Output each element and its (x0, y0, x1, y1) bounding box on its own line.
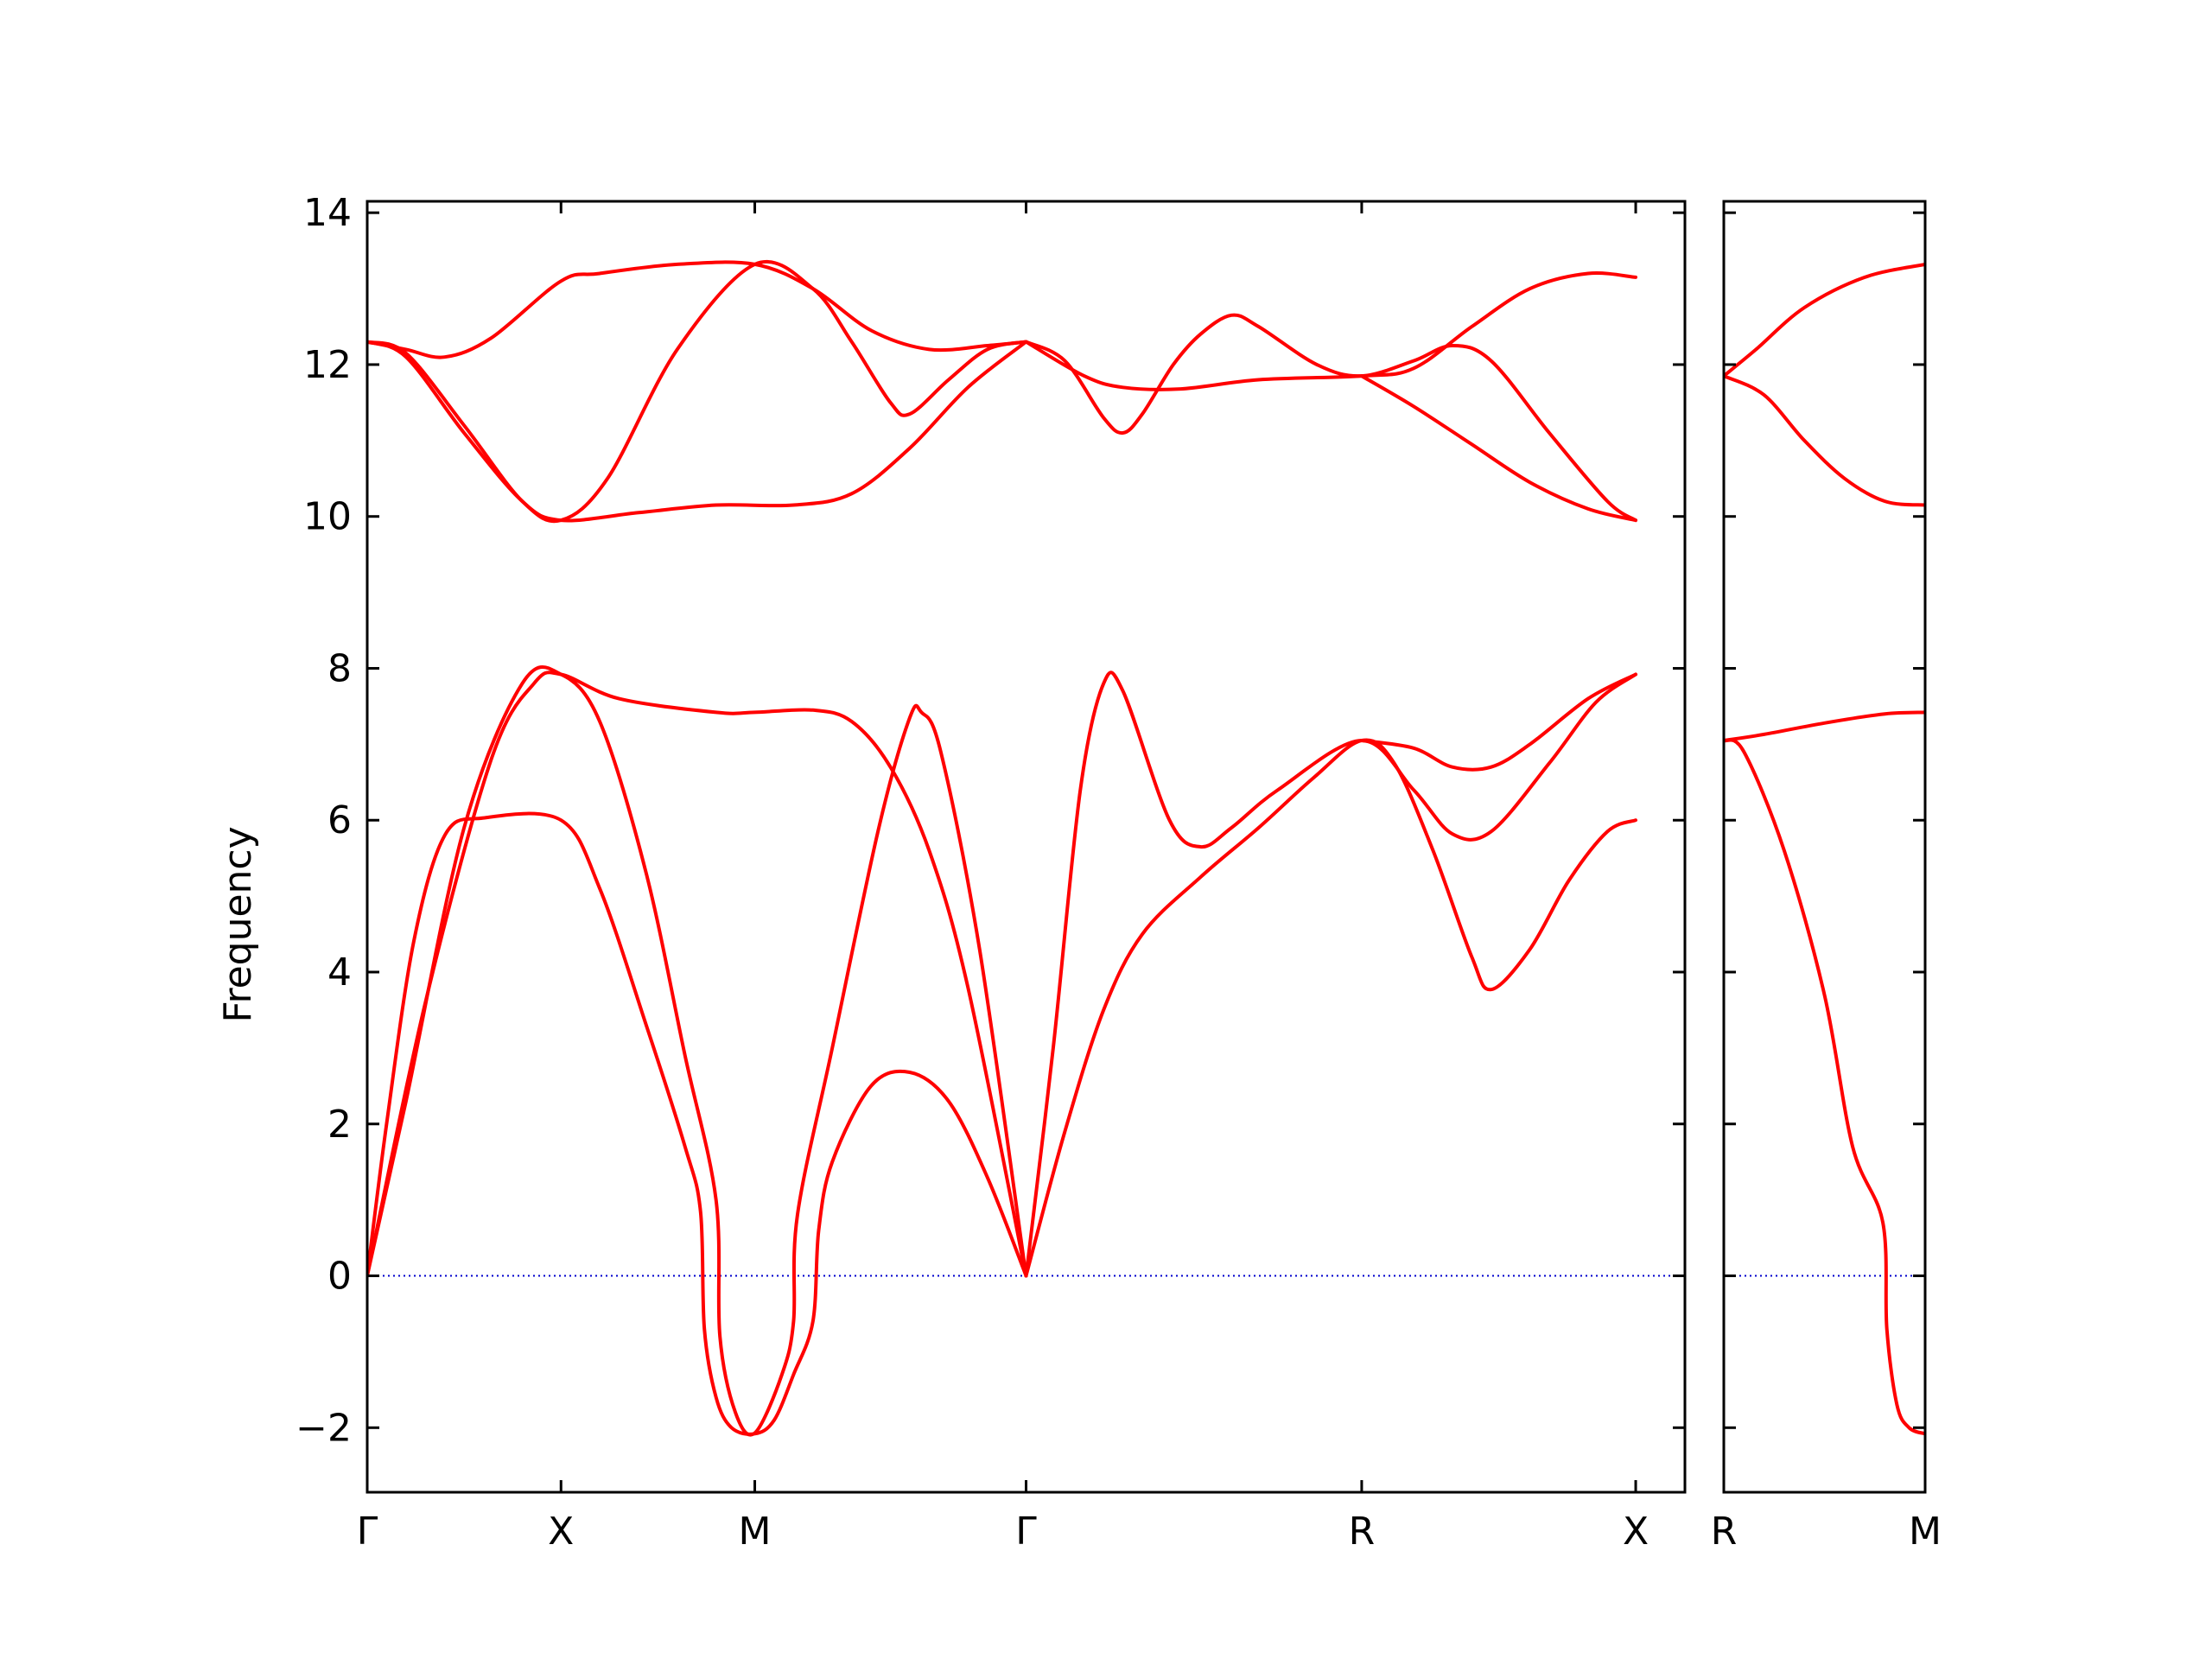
band-line-1 (1724, 710, 1925, 742)
kpoint-label: X (1623, 1510, 1649, 1554)
panel-main: 14 12 10 8 6 4 2 0 −2 Γ X M Γ R X (296, 191, 1687, 1554)
y-tick-label: 10 (303, 495, 352, 539)
y-tick-label: 12 (303, 343, 352, 387)
band-line-4 (1724, 374, 1925, 507)
band-line-2 (367, 665, 1028, 1437)
bands (1724, 262, 1925, 1436)
band-line-3 (367, 671, 1028, 1278)
y-tick-label: −2 (296, 1406, 352, 1450)
band-line-11 (1024, 313, 1637, 523)
y-tick-label: 2 (327, 1103, 352, 1147)
kpoint-label: X (548, 1510, 574, 1554)
y-tick-label: 0 (327, 1255, 352, 1299)
band-line-8 (367, 260, 1028, 359)
band-line-2 (1724, 738, 1925, 1436)
bands (367, 259, 1637, 1437)
band-line-6 (1359, 672, 1637, 772)
kpoint-label: M (1909, 1510, 1942, 1554)
y-axis-label: Frequency (216, 826, 260, 1022)
y-tick-label: 8 (327, 646, 352, 690)
kpoint-label: R (1349, 1510, 1376, 1554)
band-line-12 (1359, 374, 1637, 523)
band-line-5 (1024, 671, 1637, 1278)
axes-frame (1722, 200, 1927, 1494)
kpoint-label: Γ (357, 1510, 378, 1554)
y-tick-label: 14 (303, 191, 352, 235)
band-line-3 (1724, 262, 1925, 378)
band-line-1 (367, 811, 1028, 1436)
kpoint-label: M (739, 1510, 772, 1554)
band-line-7 (367, 340, 1028, 523)
kpoint-label: Γ (1015, 1510, 1037, 1554)
y-tick-label: 6 (327, 798, 352, 842)
y-tick-label: 4 (327, 950, 352, 995)
band-line-9 (367, 259, 1028, 524)
kpoint-label: R (1711, 1510, 1738, 1554)
